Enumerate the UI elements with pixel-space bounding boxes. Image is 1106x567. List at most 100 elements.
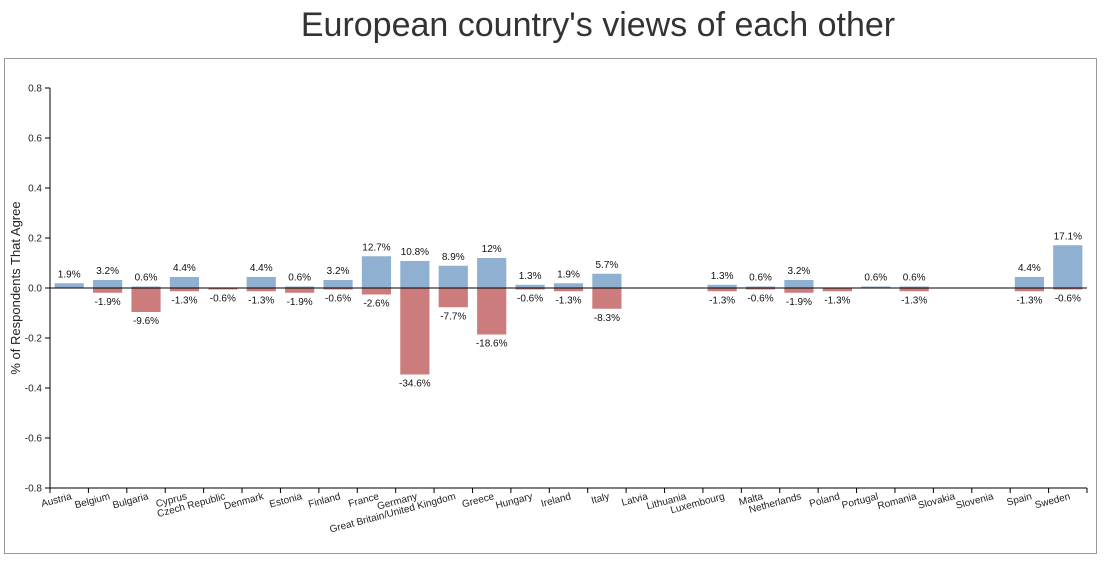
negative-bar (515, 288, 545, 290)
negative-value-label: -7.7% (440, 311, 466, 322)
positive-bar (285, 286, 315, 288)
positive-bar (784, 280, 814, 288)
positive-bar (477, 258, 507, 288)
negative-bar (745, 288, 776, 290)
category-label: Bulgaria (111, 491, 150, 511)
negative-value-label: -1.3% (171, 295, 197, 306)
positive-value-label: 3.2% (327, 266, 350, 277)
positive-bar (1053, 245, 1083, 288)
chart-frame (4, 58, 1097, 554)
positive-bar (361, 256, 392, 288)
category-label: France (347, 491, 380, 510)
negative-bar (592, 288, 622, 309)
negative-value-label: -1.3% (901, 295, 927, 306)
y-tick-label: -0.8 (25, 484, 43, 495)
positive-value-label: 17.1% (1054, 231, 1082, 242)
category-label: Estonia (268, 491, 303, 510)
positive-value-label: 4.4% (173, 263, 196, 274)
y-tick-label: -0.4 (25, 384, 43, 395)
category-label: Romania (876, 491, 918, 512)
positive-value-label: 0.6% (135, 273, 158, 284)
category-label: Denmark (223, 491, 266, 512)
category-label: Ireland (540, 491, 572, 510)
positive-value-label: 8.9% (442, 252, 465, 263)
positive-value-label: 0.6% (749, 273, 772, 284)
negative-bar (400, 288, 430, 375)
negative-value-label: -18.6% (476, 339, 508, 350)
negative-value-label: -0.6% (325, 294, 351, 305)
category-label: Austria (40, 491, 73, 510)
positive-value-label: 4.4% (250, 263, 273, 274)
negative-bar (707, 288, 737, 292)
negative-value-label: -0.6% (747, 294, 773, 305)
positive-value-label: 4.4% (1018, 263, 1041, 274)
positive-bar (861, 286, 891, 288)
category-label: Poland (808, 491, 841, 510)
positive-value-label: 0.6% (903, 273, 926, 284)
negative-bar (208, 288, 238, 290)
positive-value-label: 5.7% (596, 260, 619, 271)
negative-bar (438, 288, 468, 308)
positive-bar (745, 286, 776, 288)
category-label: Latvia (620, 491, 649, 509)
negative-value-label: -1.9% (786, 297, 812, 308)
negative-bar (361, 288, 392, 295)
positive-value-label: 0.6% (288, 273, 311, 284)
category-label: Finland (307, 491, 342, 510)
positive-bar (707, 284, 737, 288)
y-tick-label: 0.4 (28, 184, 42, 195)
category-label: Hungary (494, 491, 533, 511)
category-label: Slovakia (917, 491, 957, 512)
positive-bar (899, 286, 929, 288)
negative-value-label: -0.6% (210, 294, 236, 305)
positive-value-label: 10.8% (401, 247, 429, 258)
category-label: Italy (590, 491, 611, 506)
positive-value-label: 3.2% (96, 266, 119, 277)
positive-value-label: 3.2% (788, 266, 811, 277)
positive-bar (246, 277, 276, 288)
positive-value-label: 1.3% (519, 271, 542, 282)
positive-bar (515, 284, 545, 288)
category-label: Spain (1006, 491, 1034, 508)
negative-value-label: -1.9% (287, 297, 313, 308)
positive-bar (592, 273, 622, 288)
negative-bar (93, 288, 123, 293)
negative-bar (784, 288, 814, 293)
negative-value-label: -1.3% (709, 295, 735, 306)
negative-bar (477, 288, 507, 335)
negative-bar (899, 288, 929, 292)
y-tick-label: 0.0 (28, 284, 42, 295)
positive-bar (323, 280, 353, 288)
positive-bar (553, 283, 584, 288)
negative-bar (246, 288, 276, 292)
negative-bar (1014, 288, 1044, 292)
y-tick-label: 0.8 (28, 84, 42, 95)
positive-value-label: 1.3% (711, 271, 734, 282)
positive-bar (1014, 277, 1044, 288)
positive-value-label: 0.6% (864, 273, 887, 284)
negative-bar (131, 288, 161, 312)
positive-bar (169, 277, 200, 288)
negative-value-label: -0.6% (1055, 294, 1081, 305)
negative-bar (1053, 288, 1083, 290)
negative-bar (822, 288, 852, 292)
positive-bar (131, 286, 161, 288)
category-label: Greece (461, 491, 496, 510)
y-tick-label: 0.2 (28, 234, 42, 245)
positive-value-label: 12% (482, 244, 502, 255)
negative-bar (169, 288, 200, 292)
positive-value-label: 1.9% (58, 269, 81, 280)
category-label: Belgium (74, 491, 112, 511)
negative-bar (323, 288, 353, 290)
negative-value-label: -1.9% (95, 297, 121, 308)
category-label: Slovenia (955, 491, 995, 512)
positive-bar (93, 280, 123, 288)
positive-value-label: 1.9% (557, 269, 580, 280)
negative-value-label: -1.3% (824, 295, 850, 306)
y-tick-label: 0.6 (28, 134, 42, 145)
y-axis-label: % of Respondents That Agree (8, 201, 23, 374)
y-tick-label: -0.6 (25, 434, 43, 445)
chart-title: European country's views of each other (300, 6, 896, 44)
category-label: Sweden (1034, 491, 1072, 511)
